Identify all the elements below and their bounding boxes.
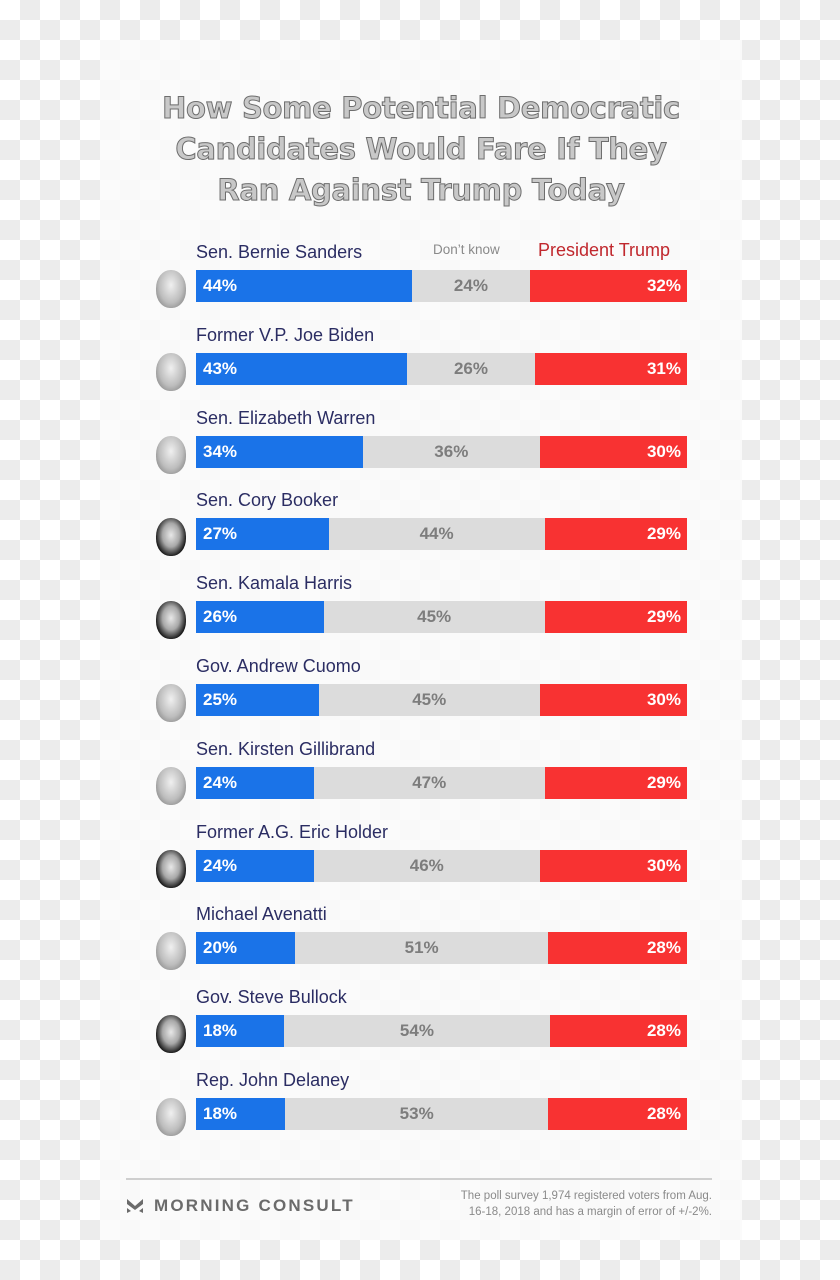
bar-segment-democrat: 26% <box>196 601 324 634</box>
bar-segment-trump: 29% <box>544 766 687 799</box>
candidate-portrait-icon <box>156 352 186 391</box>
candidate-name: Michael Avenatti <box>196 904 327 925</box>
stacked-bar: 24% 46% 30% <box>196 849 687 882</box>
stacked-bar: 27% 44% 29% <box>196 518 687 551</box>
bar-segment-democrat: 18% <box>196 1015 285 1048</box>
bar-segment-trump: 29% <box>544 518 687 551</box>
candidate-row: Sen. Elizabeth Warren 34% 36% 30% <box>100 408 742 490</box>
stacked-bar: 25% 45% 30% <box>196 684 687 716</box>
candidate-portrait-icon <box>156 766 186 805</box>
bar-segment-dont-know: 47% <box>313 766 545 799</box>
candidate-portrait-icon <box>156 684 186 722</box>
candidate-row: Rep. John Delaney 18% 53% 28% <box>100 1070 742 1152</box>
brand-logo: MORNING CONSULT <box>126 1196 355 1216</box>
stacked-bar: 18% 54% 28% <box>196 1015 687 1048</box>
candidate-portrait-icon <box>156 601 186 640</box>
candidate-portrait-icon <box>156 932 186 971</box>
title-line-1: How Some Potential Democratic <box>162 91 681 126</box>
stacked-bar: 26% 45% 29% <box>196 601 687 634</box>
bar-segment-trump: 30% <box>539 849 687 882</box>
bar-segment-trump: 28% <box>549 1015 687 1048</box>
bar-segment-democrat: 25% <box>196 684 319 716</box>
stacked-bar: 24% 47% 29% <box>196 766 687 799</box>
stacked-bar: 44% 24% 32% <box>196 270 687 302</box>
candidate-name: Sen. Cory Booker <box>196 490 339 511</box>
bar-segment-democrat: 27% <box>196 518 329 551</box>
stacked-bar: 20% 51% 28% <box>196 932 687 965</box>
bar-segment-dont-know: 45% <box>323 601 545 634</box>
note-line-1: The poll survey 1,974 registered voters … <box>460 1190 712 1202</box>
bar-segment-democrat: 24% <box>196 849 314 882</box>
bar-segment-democrat: 20% <box>196 932 296 965</box>
candidate-name: Gov. Andrew Cuomo <box>196 656 361 676</box>
candidate-row: Sen. Kirsten Gillibrand 24% 47% 29% <box>100 739 742 821</box>
bar-segment-trump: 28% <box>548 932 687 965</box>
bar-segment-dont-know: 36% <box>362 435 540 468</box>
candidate-portrait-icon <box>156 270 186 308</box>
chart-title: How Some Potential Democratic Candidates… <box>100 88 742 211</box>
header-president-trump: President Trump <box>538 240 671 260</box>
title-line-2: Candidates Would Fare If They <box>175 132 668 167</box>
bar-segment-trump: 31% <box>534 352 687 385</box>
bar-segment-dont-know: 26% <box>407 352 535 385</box>
candidate-name: Former A.G. Eric Holder <box>196 821 389 842</box>
bar-segment-democrat: 44% <box>196 270 413 302</box>
bar-segment-democrat: 34% <box>196 435 363 468</box>
candidate-row: Sen. Cory Booker 27% 44% 29% <box>100 490 742 572</box>
candidate-portrait-icon <box>156 1098 186 1136</box>
candidate-portrait-icon <box>156 849 186 888</box>
candidate-row: Gov. Steve Bullock 18% 54% 28% <box>100 987 742 1069</box>
candidate-portrait-icon <box>156 518 186 557</box>
bar-segment-trump: 32% <box>529 270 687 302</box>
methodology-note: The poll survey 1,974 registered voters … <box>382 1188 712 1220</box>
footer-divider <box>126 1178 712 1180</box>
candidate-name: Former V.P. Joe Biden <box>196 324 375 345</box>
bar-segment-dont-know: 45% <box>318 684 540 716</box>
stacked-bar: 43% 26% 31% <box>196 352 687 385</box>
chart-card: How Some Potential Democratic Candidates… <box>100 40 742 1240</box>
title-line-3: Ran Against Trump Today <box>217 173 625 208</box>
candidate-name: Rep. John Delaney <box>196 1070 350 1090</box>
candidate-portrait-icon <box>156 1015 186 1054</box>
bar-segment-democrat: 43% <box>196 352 408 385</box>
stacked-bar: 18% 53% 28% <box>196 1098 687 1130</box>
bar-segment-democrat: 24% <box>196 766 314 799</box>
bar-segment-trump: 29% <box>544 601 687 634</box>
bar-segment-dont-know: 51% <box>295 932 549 965</box>
bar-segment-dont-know: 44% <box>328 518 545 551</box>
bar-segment-dont-know: 46% <box>313 849 540 882</box>
bar-segment-trump: 28% <box>548 1098 687 1130</box>
stacked-bar: 34% 36% 30% <box>196 435 687 468</box>
note-line-2: 16-18, 2018 and has a margin of error of… <box>468 1206 712 1218</box>
bar-segment-trump: 30% <box>539 435 687 468</box>
header-dont-know: Don’t know <box>433 242 500 257</box>
candidate-name: Sen. Kamala Harris <box>196 573 353 594</box>
candidate-row: Sen. Bernie Sanders 44% 24% 32% <box>100 242 742 324</box>
candidate-row: Gov. Andrew Cuomo 25% 45% 30% <box>100 656 742 738</box>
bar-segment-dont-know: 24% <box>412 270 530 302</box>
morning-consult-logo-icon <box>127 1199 143 1213</box>
brand-name: MORNING CONSULT <box>154 1196 355 1215</box>
bar-segment-dont-know: 54% <box>284 1015 550 1048</box>
bar-segment-trump: 30% <box>539 684 687 716</box>
candidate-name: Sen. Elizabeth Warren <box>196 407 376 428</box>
candidate-portrait-icon <box>156 435 186 474</box>
candidate-row: Former V.P. Joe Biden 43% 26% 31% <box>100 325 742 407</box>
candidate-row: Former A.G. Eric Holder 24% 46% 30% <box>100 822 742 904</box>
bar-segment-dont-know: 53% <box>285 1098 549 1130</box>
candidate-row: Michael Avenatti 20% 51% 28% <box>100 904 742 986</box>
candidate-name: Sen. Bernie Sanders <box>196 242 363 262</box>
candidate-name: Sen. Kirsten Gillibrand <box>196 738 376 759</box>
bar-segment-democrat: 18% <box>196 1098 286 1130</box>
candidate-row: Sen. Kamala Harris 26% 45% 29% <box>100 573 742 655</box>
candidate-name: Gov. Steve Bullock <box>196 987 347 1008</box>
